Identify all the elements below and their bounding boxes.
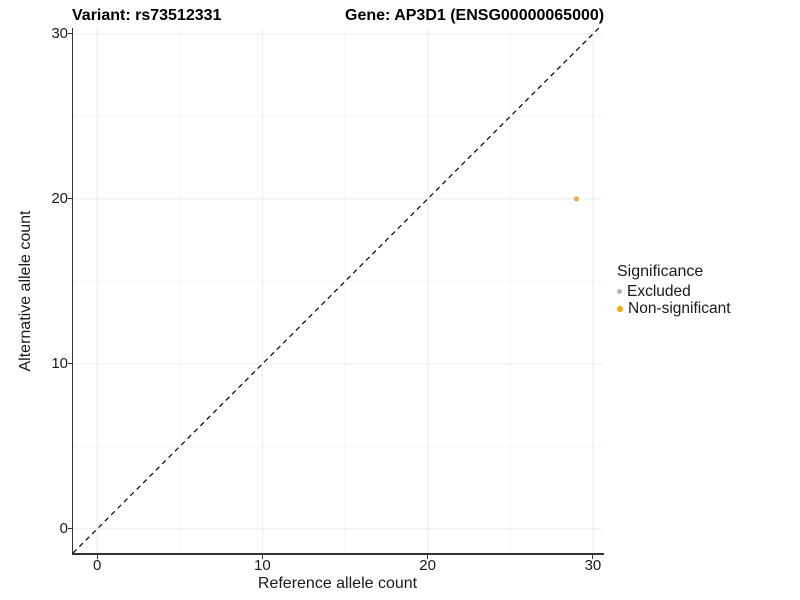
y-axis-line — [71, 28, 73, 555]
y-tick-mark — [67, 528, 72, 530]
y-axis-title: Alternative allele count — [17, 210, 34, 372]
plot-canvas — [73, 28, 602, 553]
y-tick-mark — [67, 198, 72, 200]
identity-line — [73, 28, 600, 553]
x-tick-label: 20 — [419, 557, 436, 574]
x-tick-mark — [592, 554, 594, 559]
y-tick-label: 0 — [59, 519, 68, 537]
y-tick-label: 10 — [51, 354, 68, 372]
x-tick-mark — [261, 554, 263, 559]
legend-item: Non-significant — [617, 300, 731, 317]
x-axis-line — [71, 553, 604, 555]
legend-dot-icon — [617, 305, 623, 312]
legend-item-label: Excluded — [627, 282, 691, 300]
legend: Significance Excluded Non-significant — [617, 263, 731, 317]
legend-item-label: Non-significant — [628, 299, 731, 317]
legend-dot-icon — [617, 289, 622, 294]
data-point — [573, 196, 579, 202]
legend-item: Excluded — [617, 283, 731, 300]
y-tick-label: 20 — [51, 189, 68, 207]
y-tick-label: 30 — [51, 24, 68, 42]
y-tick-mark — [67, 363, 72, 365]
x-tick-label: 0 — [92, 557, 102, 574]
plot-panel — [73, 28, 602, 553]
legend-title: Significance — [617, 263, 704, 280]
x-tick-label: 30 — [584, 557, 602, 574]
x-axis-title: Reference allele count — [257, 575, 418, 592]
y-tick-mark — [67, 33, 72, 35]
x-tick-label: 10 — [254, 557, 271, 574]
legend-items: Excluded Non-significant — [617, 283, 731, 317]
gene-title: Gene: AP3D1 (ENSG00000065000) — [345, 7, 605, 24]
x-tick-mark — [96, 554, 98, 559]
variant-title: Variant: rs73512331 — [72, 7, 222, 24]
x-tick-mark — [427, 554, 429, 559]
